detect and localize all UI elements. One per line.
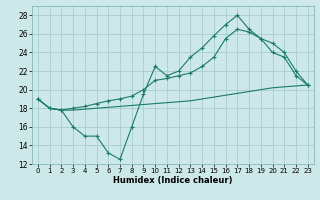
X-axis label: Humidex (Indice chaleur): Humidex (Indice chaleur)	[113, 176, 233, 185]
